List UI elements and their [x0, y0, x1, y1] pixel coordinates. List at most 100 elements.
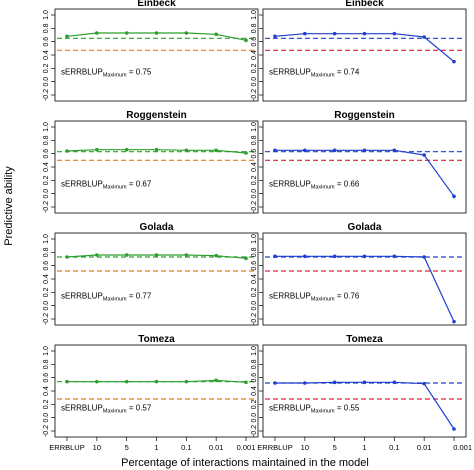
annotation-subscript: Maximum	[103, 72, 127, 78]
y-axis-title: Predictive ability	[3, 166, 15, 246]
panel-frame	[54, 120, 259, 214]
y-tick-label: 0.2	[43, 287, 50, 297]
annotation-prefix: sERRBLUP	[269, 179, 311, 188]
panel-tomeza-left: Tomeza -0.2 0.0 0.2 0.4 0.6 0.8 1.0 sERRBLUPMaxi…	[43, 334, 259, 452]
panel-einbeck-right: Einbeck -0.2 0.0 0.2 0.4 0.6 0.8 1.0 sERRBLUPMax…	[251, 0, 467, 102]
data-point	[362, 31, 367, 36]
data-point	[273, 34, 277, 39]
x-tick-label: 0.1	[389, 443, 399, 452]
y-tick-label: 0.0	[251, 301, 258, 311]
y-tick-label: 0.4	[251, 386, 258, 396]
panel-roggenstein-right: Roggenstein -0.2 0.0 0.2 0.4 0.6 0.8 1.0 sERRBLU…	[251, 110, 467, 214]
y-tick-label: 0.0	[251, 77, 258, 87]
panel-annotation: sERRBLUPMaximum = 0.66	[269, 179, 360, 190]
data-point	[273, 148, 277, 153]
data-point	[422, 153, 426, 157]
panel-golada-right: Golada -0.2 0.0 0.2 0.4 0.6 0.8 1.0 sERRBLUPMaxi…	[251, 222, 467, 326]
annotation-prefix: sERRBLUP	[61, 291, 103, 300]
y-tick-label: 0.6	[251, 373, 258, 383]
data-point	[184, 379, 189, 384]
y-tick-label: 1.0	[43, 234, 50, 244]
data-point	[95, 379, 99, 384]
x-tick-label: 0.01	[417, 443, 432, 452]
x-tick-label: 5	[333, 443, 337, 452]
y-tick-label: 0.2	[251, 399, 258, 409]
data-point	[303, 148, 307, 153]
data-point	[214, 32, 218, 37]
data-point	[184, 148, 189, 153]
panel-title: Einbeck	[137, 0, 176, 9]
panel-frame	[54, 8, 259, 102]
data-point	[244, 38, 248, 43]
y-tick-label: 0.4	[251, 274, 258, 284]
data-point	[95, 253, 99, 257]
data-point	[452, 194, 456, 199]
y-tick-label: 0.8	[43, 359, 50, 369]
data-point	[452, 59, 456, 64]
annotation-value: = 0.57	[127, 403, 152, 412]
annotation-subscript: Maximum	[311, 72, 335, 78]
y-tick-label: 1.0	[251, 122, 258, 132]
panel-frame	[54, 344, 259, 438]
data-point	[214, 253, 218, 258]
series-line	[275, 255, 455, 322]
x-tick-label: 0.1	[181, 443, 191, 452]
data-point	[422, 381, 426, 386]
data-point	[303, 254, 307, 259]
annotation-subscript: Maximum	[103, 296, 127, 302]
y-tick-label: -0.2	[251, 201, 258, 213]
panel-title: Golada	[348, 222, 382, 233]
y-tick-label: 0.8	[43, 247, 50, 257]
data-point	[184, 31, 189, 35]
panel-roggenstein-left: Roggenstein -0.2 0.0 0.2 0.4 0.6 0.8 1.0 sERRBLU…	[43, 110, 259, 214]
y-tick-label: 0.2	[251, 63, 258, 73]
panel-title: Roggenstein	[334, 110, 395, 121]
y-tick-label: 1.0	[43, 122, 50, 132]
annotation-subscript: Maximum	[311, 184, 335, 190]
y-tick-label: 0.6	[43, 373, 50, 383]
panel-annotation: sERRBLUPMaximum = 0.67	[61, 179, 152, 190]
y-tick-label: -0.2	[251, 89, 258, 101]
y-tick-label: 0.6	[251, 149, 258, 159]
data-point	[214, 148, 218, 153]
y-tick-label: 0.0	[251, 413, 258, 423]
data-point	[273, 381, 277, 385]
panel-annotation: sERRBLUPMaximum = 0.76	[269, 291, 360, 302]
panel-title: Roggenstein	[126, 110, 187, 121]
panel-einbeck-left: Einbeck -0.2 0.0 0.2 0.4 0.6 0.8 1.0 sERRBLUPMax…	[43, 0, 259, 102]
y-tick-label: -0.2	[43, 425, 50, 437]
data-point	[392, 31, 397, 36]
data-point	[124, 31, 129, 35]
y-tick-label: 0.2	[43, 63, 50, 73]
y-tick-label: -0.2	[43, 201, 50, 213]
panel-annotation: sERRBLUPMaximum = 0.57	[61, 403, 152, 414]
data-point	[362, 254, 367, 259]
y-tick-label: -0.2	[251, 425, 258, 437]
y-tick-label: 0.8	[43, 135, 50, 145]
annotation-subscript: Maximum	[103, 184, 127, 190]
y-tick-label: -0.2	[251, 313, 258, 325]
y-tick-label: 0.0	[43, 189, 50, 199]
panel-frame	[54, 232, 259, 326]
data-point	[95, 147, 99, 152]
x-tick-label: 0.01	[209, 443, 224, 452]
data-point	[65, 255, 69, 259]
y-tick-label: 0.8	[251, 247, 258, 257]
y-tick-label: 0.2	[43, 175, 50, 185]
panel-golada-left: Golada -0.2 0.0 0.2 0.4 0.6 0.8 1.0 sERRBLUPMaxi…	[43, 222, 259, 326]
series-line	[275, 149, 455, 197]
y-tick-label: 0.8	[251, 359, 258, 369]
annotation-subscript: Maximum	[311, 408, 335, 414]
annotation-value: = 0.75	[127, 67, 152, 76]
y-tick-label: 0.4	[43, 50, 50, 60]
data-point	[332, 380, 337, 385]
data-point	[214, 378, 218, 383]
data-point	[273, 254, 277, 259]
panel-annotation: sERRBLUPMaximum = 0.55	[269, 403, 360, 414]
y-tick-label: 0.0	[43, 413, 50, 423]
y-tick-label: 0.6	[251, 37, 258, 47]
data-point	[452, 427, 456, 431]
x-tick-label: 10	[93, 443, 101, 452]
y-tick-label: 0.8	[251, 23, 258, 33]
